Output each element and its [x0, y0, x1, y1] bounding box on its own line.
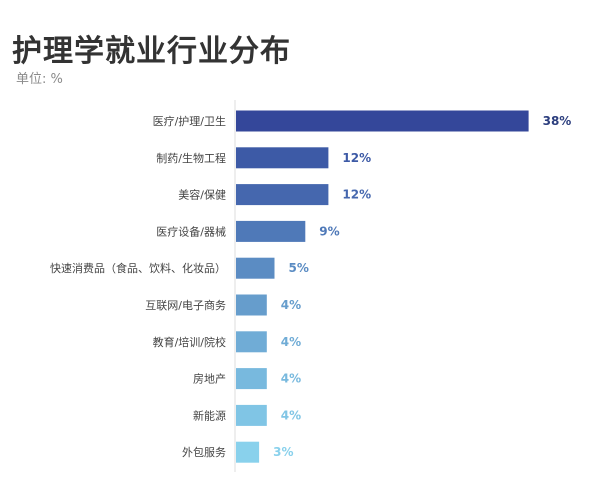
category-label: 互联网/电子商务	[145, 298, 226, 312]
bar	[236, 184, 329, 206]
bar	[236, 404, 267, 426]
value-label: 38%	[543, 114, 572, 128]
category-label: 医疗设备/器械	[156, 224, 226, 238]
value-label: 4%	[281, 372, 301, 386]
category-label: 美容/保健	[178, 188, 226, 202]
chart-title: 护理学就业行业分布	[12, 34, 291, 69]
value-label: 4%	[281, 408, 301, 422]
value-label: 3%	[273, 445, 293, 459]
category-label: 新能源	[193, 408, 226, 422]
category-label: 快速消费品（食品、饮料、化妆品）	[50, 261, 226, 275]
bar	[236, 110, 529, 132]
chart-unit-label: 单位: %	[16, 72, 63, 87]
category-label: 制药/生物工程	[156, 151, 226, 165]
bar	[236, 331, 267, 353]
category-label: 教育/培训/院校	[153, 335, 226, 349]
value-label: 4%	[281, 298, 301, 312]
value-label: 5%	[289, 261, 309, 275]
bar	[236, 368, 267, 390]
value-label: 12%	[342, 151, 371, 165]
bar	[236, 294, 267, 316]
category-label: 医疗/护理/卫生	[153, 114, 226, 128]
value-label: 9%	[319, 224, 339, 238]
bar	[236, 257, 275, 279]
category-label: 房地产	[193, 372, 226, 386]
bar	[236, 147, 329, 169]
value-label: 4%	[281, 335, 301, 349]
value-label: 12%	[342, 188, 371, 202]
bar	[236, 220, 306, 242]
category-label: 外包服务	[182, 446, 226, 459]
bar	[236, 441, 260, 463]
